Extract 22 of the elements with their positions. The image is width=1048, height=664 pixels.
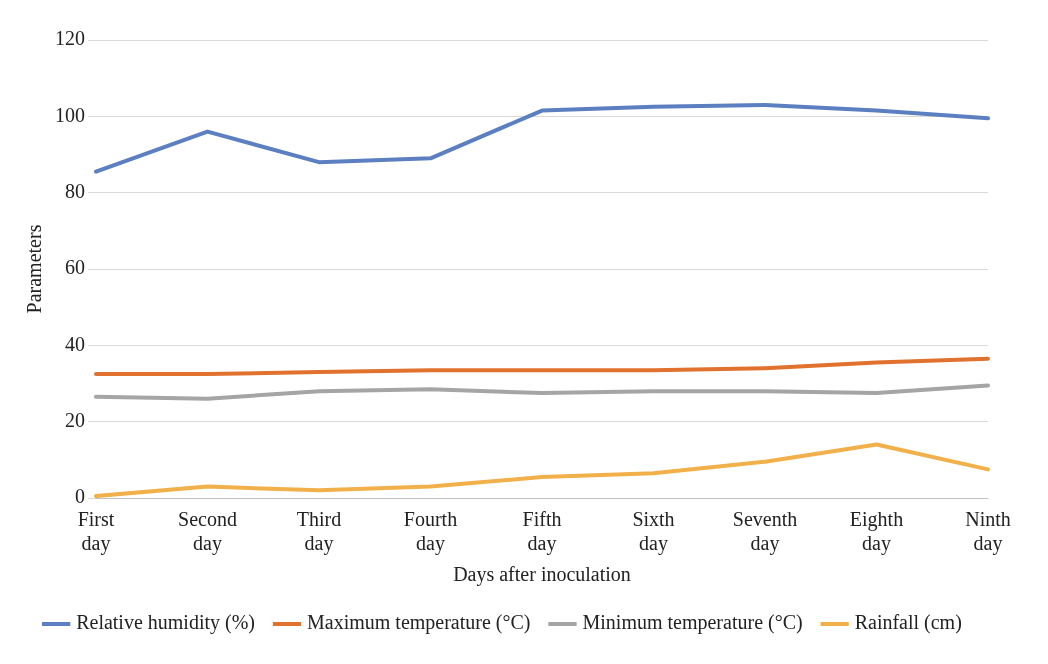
x-axis-title: Days after inoculation [453,563,631,587]
y-tick-label: 100 [55,103,85,126]
y-tick-label: 20 [65,408,85,431]
x-tick-label: First day [77,508,115,556]
legend-label: Relative humidity (%) [76,611,256,635]
legend-label: Maximum temperature (°C) [307,611,531,635]
x-tick-label: Sixth day [632,508,675,556]
y-tick-label: 120 [55,27,85,50]
x-tick-label: Seventh day [732,508,798,556]
x-tick-label: Eighth day [849,508,904,556]
y-tick-label: 0 [75,485,85,508]
x-tick-label: Ninth day [965,508,1011,556]
y-tick-label: 80 [65,179,85,202]
legend-label: Rainfall (cm) [854,611,962,635]
y-tick-label: 40 [65,332,85,355]
x-tick-label: Fifth day [522,508,562,556]
y-axis-title: Parameters [23,224,46,314]
x-tick-label: Fourth day [403,508,458,556]
legend-label: Minimum temperature (°C) [582,611,803,635]
x-tick-label: Second day [178,508,237,556]
y-tick-label: 60 [65,256,85,279]
x-tick-label: Third day [296,508,342,556]
